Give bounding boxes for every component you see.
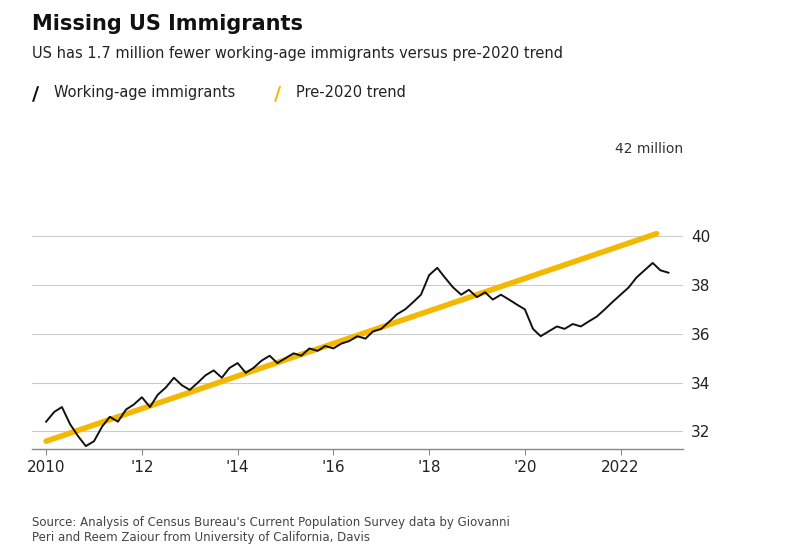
Text: Working-age immigrants: Working-age immigrants bbox=[54, 85, 235, 100]
Text: 42 million: 42 million bbox=[615, 142, 683, 156]
Text: ∕: ∕ bbox=[274, 85, 281, 104]
Text: Missing US Immigrants: Missing US Immigrants bbox=[32, 14, 303, 34]
Text: Pre-2020 trend: Pre-2020 trend bbox=[296, 85, 406, 100]
Text: ∕: ∕ bbox=[32, 85, 39, 104]
Text: Source: Analysis of Census Bureau's Current Population Survey data by Giovanni
P: Source: Analysis of Census Bureau's Curr… bbox=[32, 516, 510, 544]
Text: US has 1.7 million fewer working-age immigrants versus pre-2020 trend: US has 1.7 million fewer working-age imm… bbox=[32, 46, 563, 61]
